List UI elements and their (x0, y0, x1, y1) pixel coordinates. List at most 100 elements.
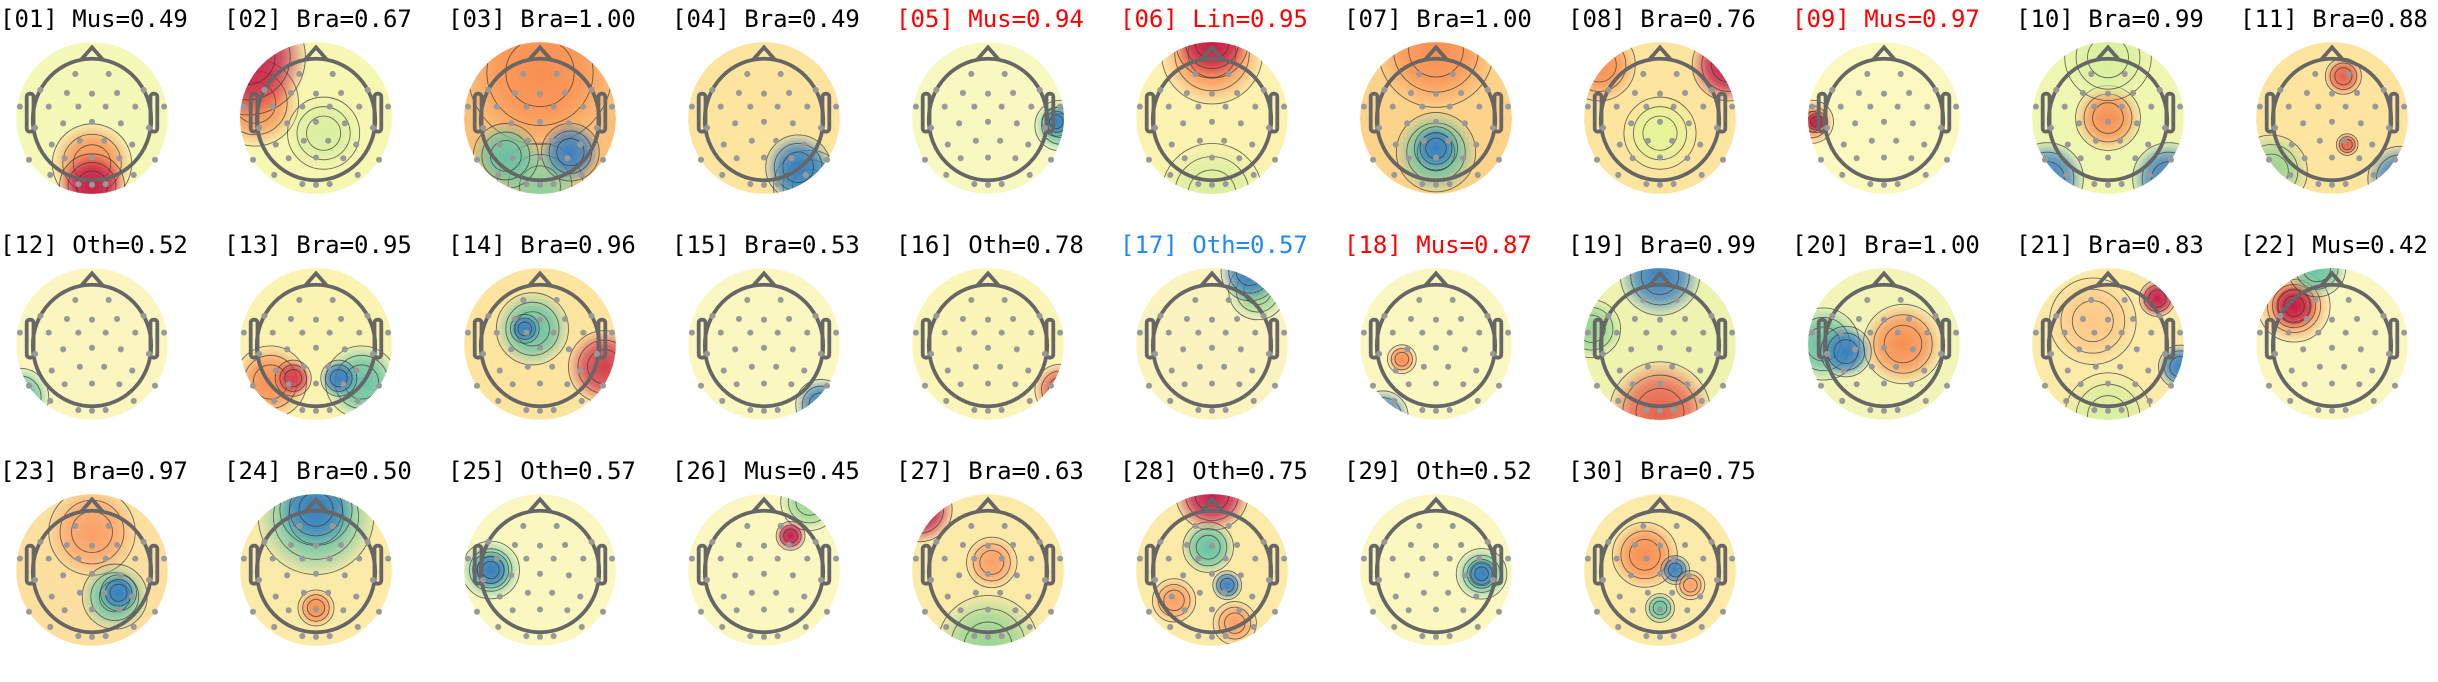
electrode-dot (473, 608, 481, 615)
electrode-dot (1855, 315, 1862, 322)
contour-line (2329, 62, 2358, 90)
electrode-dot (1405, 607, 1412, 614)
topomap (16, 494, 168, 646)
electrode-dot (1446, 407, 1453, 414)
electrode-dot (1495, 608, 1503, 615)
electrode-dot (1685, 572, 1692, 579)
contour-line (2287, 268, 2347, 298)
left-ear-icon (248, 317, 260, 360)
left-ear-icon (1368, 91, 1380, 134)
electrode-dot (296, 522, 303, 529)
electrode-dot (697, 382, 705, 389)
contour-line (505, 42, 575, 108)
contour-line (1820, 325, 1872, 378)
contour-line (1419, 131, 1453, 165)
electrode-dot (1656, 118, 1664, 125)
topomap (2256, 42, 2408, 194)
electrode-dot (1684, 155, 1691, 162)
electrode-dot (1673, 70, 1680, 77)
contour-line (1163, 589, 1185, 612)
electrode-dot (984, 570, 992, 577)
contour-line (937, 594, 1039, 646)
component-title: [12] Oth=0.52 (0, 231, 188, 259)
electrode-dot (88, 154, 96, 161)
electrode-dot (495, 623, 502, 630)
electrode-dot (1656, 606, 1664, 613)
left-ear-icon (2040, 317, 2052, 360)
head-outline (1144, 496, 1280, 635)
electrode-dot (1631, 541, 1638, 548)
electrode-dot (1593, 382, 1601, 389)
electrode-dot (744, 522, 751, 529)
electrode-dot (101, 137, 108, 144)
electrode-dot (338, 541, 345, 548)
electrode-dot (789, 120, 796, 127)
right-ear-icon (2164, 91, 2176, 134)
electrode-dot (1505, 103, 1512, 110)
electrode-dot (688, 555, 695, 562)
electrode-dot (1180, 120, 1187, 127)
contour-line (306, 115, 342, 151)
component-title: [16] Oth=0.78 (896, 231, 1084, 259)
electrode-dot (944, 367, 951, 374)
electrode-dot (353, 141, 360, 148)
electrode-dot (1700, 329, 1707, 336)
right-ear-icon (1716, 317, 1728, 360)
electrode-dot (326, 633, 333, 640)
electrode-dot (1265, 350, 1272, 357)
electrode-dot (326, 103, 333, 110)
electrode-dot (375, 608, 383, 615)
electrode-dot (356, 555, 363, 562)
electrode-dot (1041, 124, 1048, 131)
electrode-dot (2369, 141, 2376, 148)
nose-icon (1423, 270, 1449, 288)
contour-line (1182, 521, 1234, 573)
electrode-dot (941, 555, 948, 562)
electrode-dot (1271, 608, 1279, 615)
electrode-dot (1670, 555, 1677, 562)
electrode-dot (325, 589, 332, 596)
electrode-dot (609, 329, 616, 336)
electrode-dot (1252, 329, 1259, 336)
electrode-dot (2091, 407, 2098, 414)
electrode-dot (984, 154, 992, 161)
nose-icon (527, 270, 553, 288)
electrode-dot (1407, 541, 1414, 548)
electrode-dot (760, 344, 768, 351)
contour-line (1833, 339, 1859, 365)
electrode-dot (2301, 155, 2308, 162)
left-ear-icon (1592, 543, 1604, 586)
scalp-map (240, 494, 392, 646)
electrode-dot (61, 607, 68, 614)
electrode-dot (2256, 103, 2263, 110)
electrode-dot (473, 382, 481, 389)
electrode-dot (312, 542, 320, 549)
electrode-dot (577, 141, 584, 148)
electrode-dot (61, 155, 68, 162)
electrode-dot (536, 633, 544, 640)
electrode-dot (1026, 397, 1033, 404)
electrode-dot (968, 522, 975, 529)
electrode-dot (599, 382, 607, 389)
electrode-dot (1897, 296, 1904, 303)
electrode-dot (2315, 329, 2322, 336)
electrode-dot (1196, 137, 1203, 144)
electrode-dot (1165, 103, 1172, 110)
electrode-dot (777, 70, 784, 77)
electrode-dot (1168, 593, 1175, 600)
electrode-dot (16, 555, 23, 562)
electrode-dot (1615, 397, 1622, 404)
electrode-dot (1036, 312, 1043, 319)
electrode-dot (760, 181, 768, 188)
electrode-dot (140, 86, 147, 93)
electrode-dot (114, 315, 121, 322)
component-title: [26] Mus=0.45 (672, 457, 860, 485)
electrode-dot (2130, 315, 2137, 322)
electrode-dot (1852, 346, 1859, 353)
electrode-dot (1643, 329, 1650, 336)
electrode-dot (2370, 171, 2377, 178)
electrode-dot (2104, 90, 2112, 97)
electrode-dot (971, 103, 978, 110)
electrode-dot (261, 538, 268, 545)
electrode-dot (943, 623, 950, 630)
